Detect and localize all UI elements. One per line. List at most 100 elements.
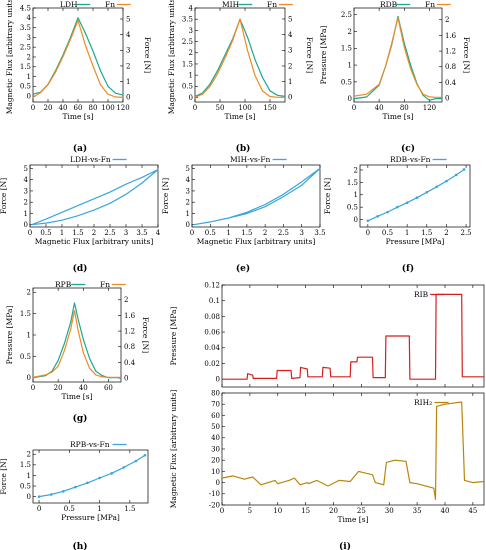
- y-tick-label: 0: [348, 95, 352, 103]
- series-line-Fn: [32, 19, 124, 98]
- y2-tick-label: 1.2: [124, 327, 135, 335]
- x-tick-label: 0: [220, 507, 224, 515]
- y2-tick-label: 3: [288, 47, 292, 55]
- x-tick-label: 1: [60, 229, 64, 237]
- y-tick-label: 0: [27, 374, 31, 382]
- y2-tick-label: 0.4: [124, 359, 136, 367]
- y-tick-label: 0.08: [204, 313, 220, 321]
- x-axis-label: Pressure [MPa]: [61, 513, 120, 522]
- x-tick-label: 40: [59, 104, 68, 112]
- x-tick-label: 100: [101, 104, 114, 112]
- x-tick-label: 0: [31, 104, 35, 112]
- panel-0: 0 20 40 60 80 100 12000.511.522.533.544.501234…: [5, 0, 152, 121]
- y2-tick-label: 4: [126, 31, 131, 39]
- x-tick-label: 40: [441, 507, 450, 515]
- caption-b: (b): [236, 143, 251, 154]
- x-tick-label: 1.5: [241, 229, 252, 237]
- x-axis-label: Magnetic Flux [arbitrary units]: [197, 237, 316, 246]
- plot-frame: [32, 449, 149, 504]
- x-tick-label: 1.5: [72, 229, 83, 237]
- y-tick-label: 0: [186, 221, 190, 229]
- y-tick-label: 5: [186, 165, 190, 173]
- x-tick-label: 60: [74, 104, 83, 112]
- y-tick-label: 0: [27, 493, 31, 501]
- y-tick-label: 1: [24, 210, 28, 218]
- x-tick-label: 5: [248, 507, 252, 515]
- y-tick-label: 2: [27, 289, 31, 297]
- y-tick-label: 1: [348, 61, 352, 69]
- x-tick-label: 20: [54, 384, 63, 392]
- y-tick-label: 4: [24, 176, 29, 184]
- legend-label: Fn: [267, 0, 277, 9]
- legend-label: Fn: [105, 0, 115, 9]
- y-tick-label: 2: [354, 166, 358, 174]
- x-tick-label: 0: [37, 505, 41, 513]
- x-tick-label: 0: [193, 104, 197, 112]
- series-line-MIH-vs-Fn: [193, 167, 321, 226]
- y2-tick-label: 1: [288, 78, 292, 86]
- y-tick-label: 2: [27, 53, 31, 61]
- x-axis-label: Time [s]: [62, 112, 93, 121]
- caption-f: (f): [402, 263, 414, 274]
- x-tick-label: 0.5: [205, 229, 216, 237]
- y-tick-label: 2.5: [20, 44, 31, 52]
- x-tick-label: 150: [263, 104, 276, 112]
- x-tick-label: 100: [238, 104, 251, 112]
- y2-tick-label: 2: [126, 62, 130, 70]
- x-tick-label: 0: [31, 384, 35, 392]
- data-point: [98, 476, 101, 480]
- x-tick-label: 20: [44, 104, 53, 112]
- panel-9: 0 5 10 15 20 25 30 35 40 45 -20 -10 0 10 20 30 40 50 60 70 8…: [169, 389, 485, 524]
- y-tick-label: 1.5: [20, 461, 31, 469]
- x-tick-label: 40: [79, 384, 88, 392]
- y-tick-label: 4: [27, 14, 32, 22]
- y-tick-label: 0: [216, 376, 220, 384]
- x-tick-label: 1: [226, 229, 230, 237]
- y-axis-label: Pressure [MPa]: [319, 26, 328, 85]
- y-tick-label: 2: [348, 28, 352, 36]
- x-tick-label: 3: [124, 229, 128, 237]
- data-point: [435, 185, 438, 189]
- y-axis-label: Force [N]: [0, 458, 8, 494]
- y2-tick-label: 0.8: [124, 343, 135, 351]
- plot-frame: [32, 287, 122, 383]
- x-tick-label: 0.5: [40, 229, 51, 237]
- y-tick-label: 1: [186, 210, 190, 218]
- x-tick-label: 35: [413, 507, 422, 515]
- legend-label: LDH: [60, 0, 78, 9]
- y-tick-label: 1.5: [347, 179, 358, 187]
- x-tick-label: 10: [273, 507, 282, 515]
- y-tick-label: 2: [24, 199, 28, 207]
- y-tick-label: 0: [24, 221, 28, 229]
- y-tick-label: 3: [27, 34, 31, 42]
- x-axis-label: Time [s]: [337, 515, 368, 524]
- y-axis-label: Magnetic Flux [arbitrary units]: [5, 0, 14, 114]
- caption-i: (i): [339, 541, 351, 550]
- x-tick-label: 2: [444, 229, 448, 237]
- y-tick-label: 40: [211, 434, 220, 442]
- y-tick-label: 3.5: [182, 16, 193, 24]
- panel-2: 0 40 80 120 0 0.5 1 1.5 2 2.5 0 0.4 0.8 1.2 1.6 2 Force …: [319, 0, 471, 121]
- legend-label: RPB: [55, 280, 72, 289]
- series-line-RDB: [353, 15, 442, 101]
- caption-a: (a): [73, 143, 87, 154]
- y2-tick-label: 0: [126, 94, 130, 102]
- data-point: [415, 196, 419, 200]
- data-point: [454, 173, 458, 177]
- x-tick-label: 15: [301, 507, 310, 515]
- y2-axis-label: Force [N]: [462, 37, 471, 73]
- y-tick-label: 1: [27, 73, 31, 81]
- y-tick-label: 1.5: [20, 310, 31, 318]
- y-tick-label: 2: [27, 451, 31, 459]
- y2-tick-label: 1.2: [445, 47, 456, 55]
- caption-c: (c): [401, 143, 415, 154]
- caption-e: (e): [236, 263, 250, 274]
- panel-7: 0 0.5 1 1.5 0 0.5 1 1.5 2 Pressure [MPa] Force [N]…: [0, 440, 149, 522]
- y2-tick-label: 3: [126, 47, 130, 55]
- panel-3: 0 0.5 1 1.5 2 2.5 3 3.5 4 0 1 2 3 4 5 Magnetic Flux [ar…: [0, 155, 161, 246]
- data-point: [143, 454, 147, 457]
- y-tick-label: 20: [211, 457, 220, 465]
- y2-tick-label: 1.6: [445, 32, 457, 40]
